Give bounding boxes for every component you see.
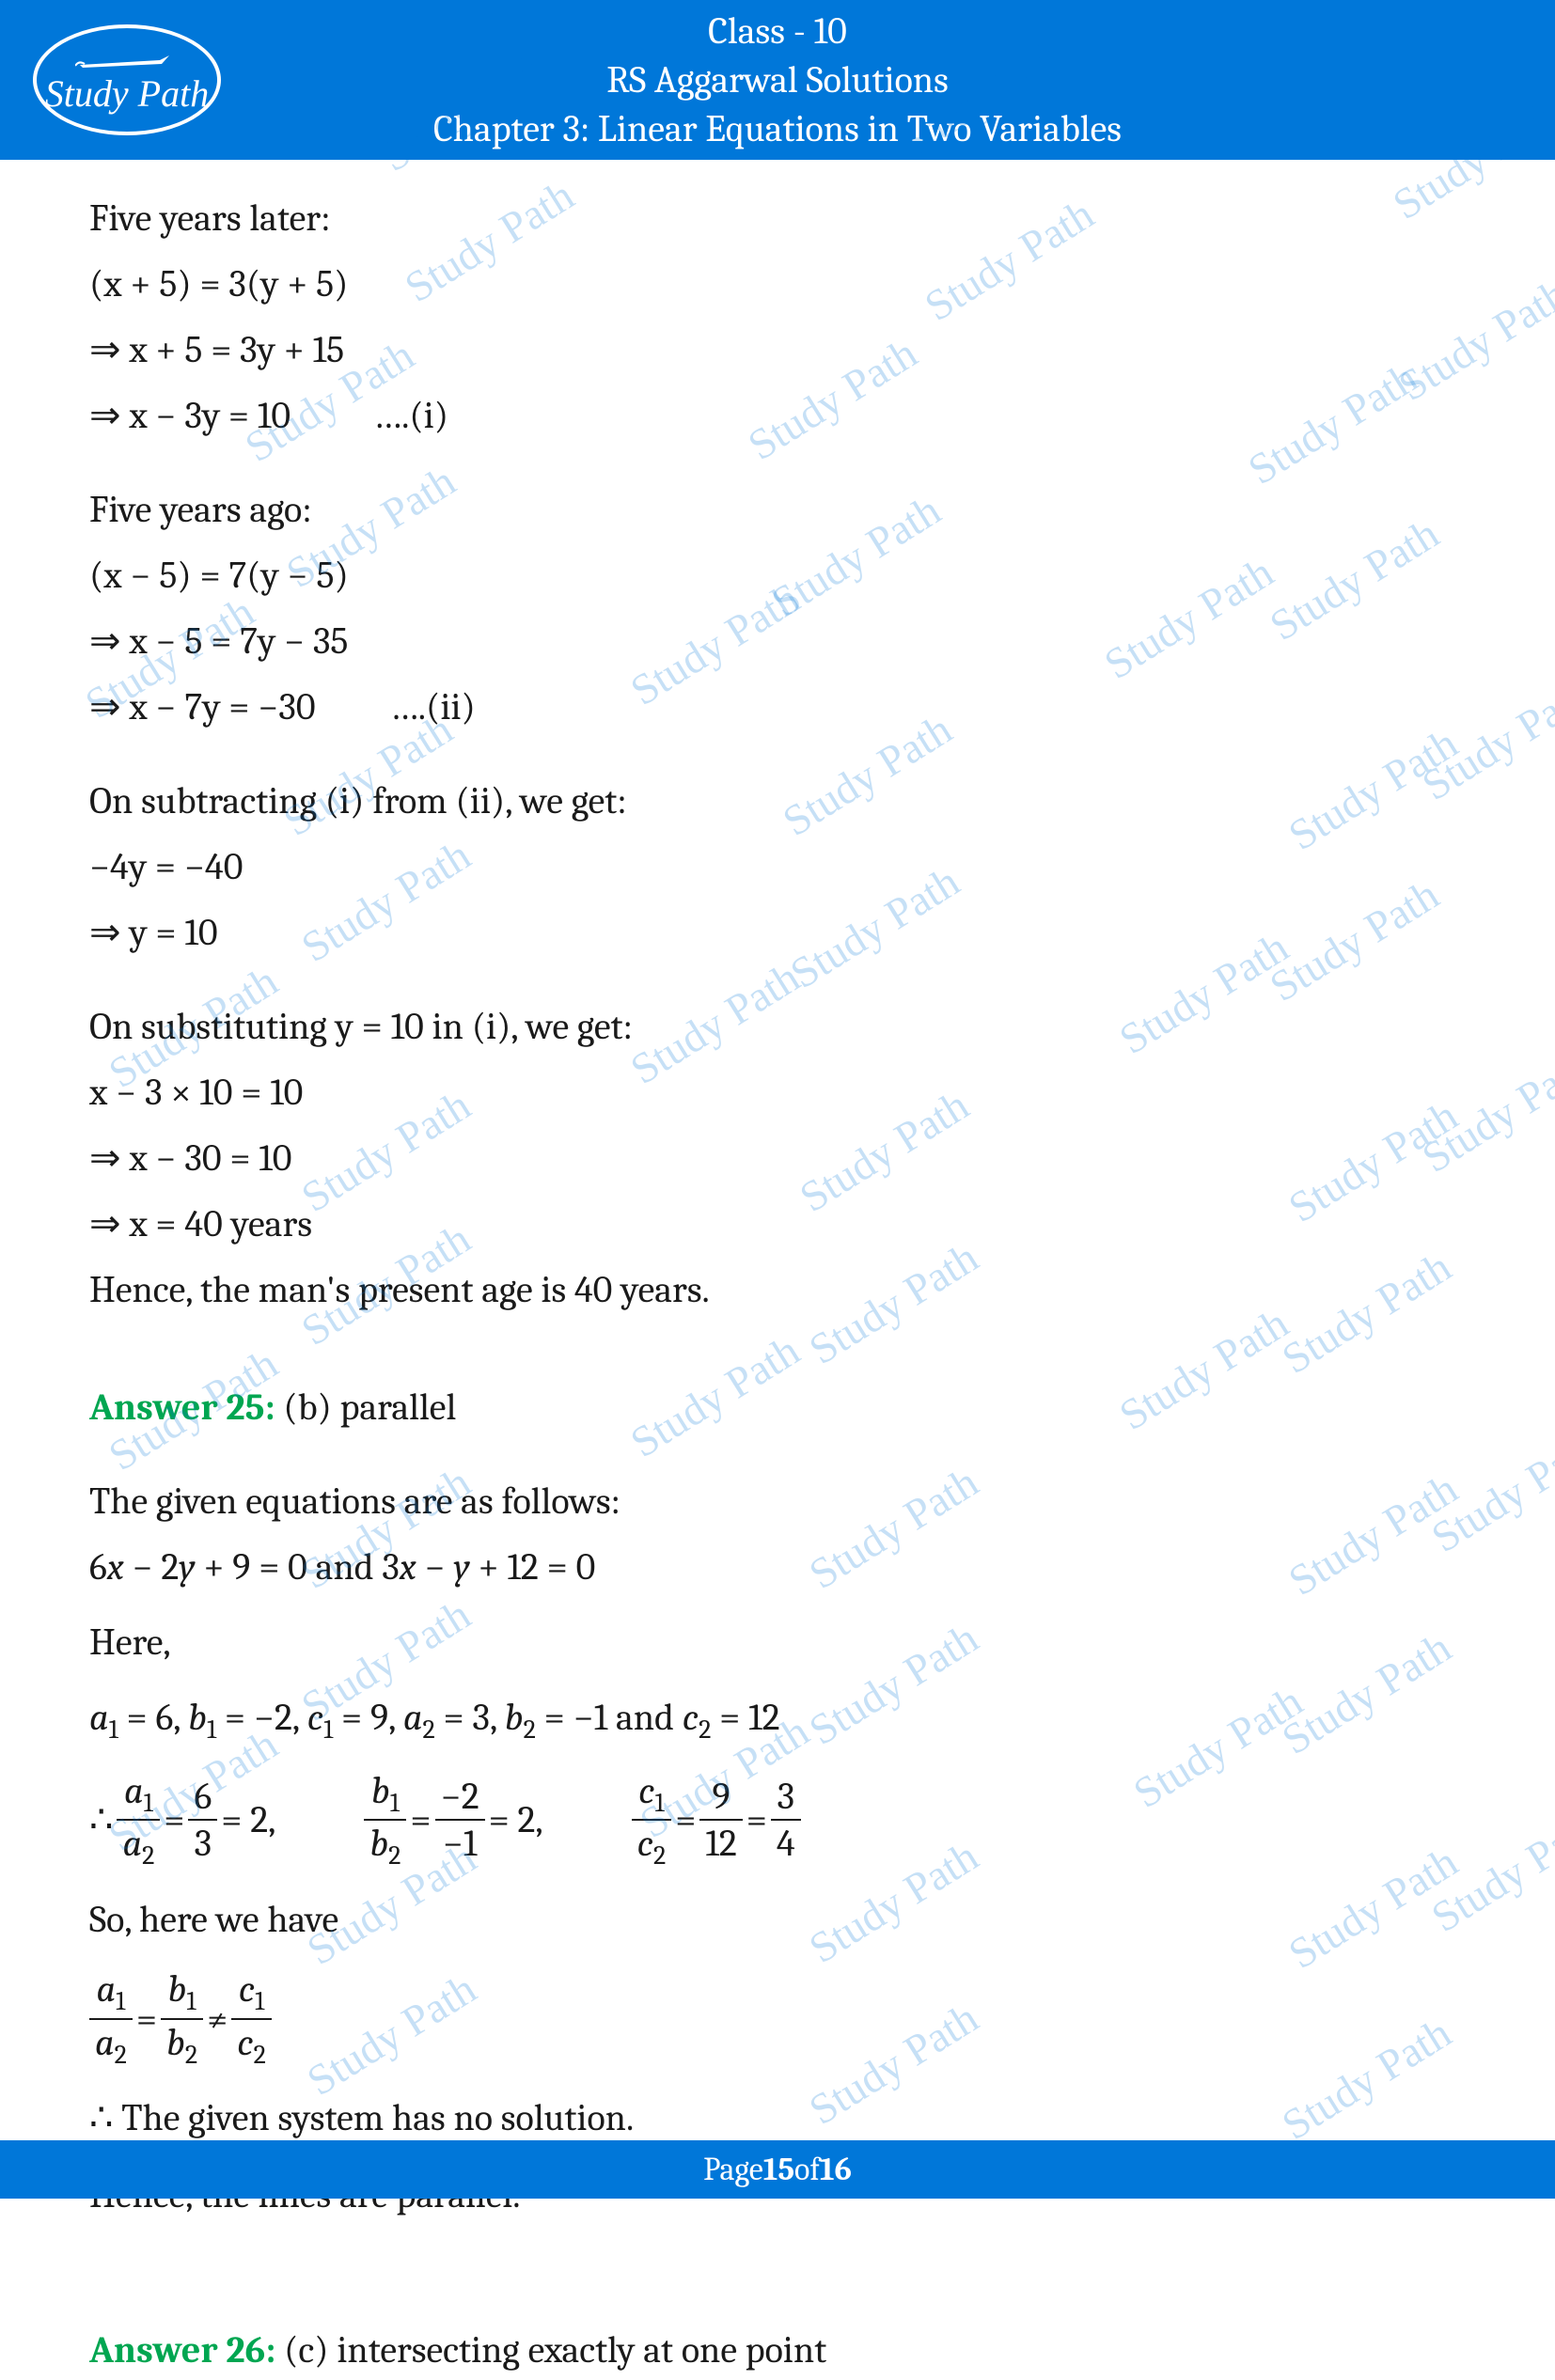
footer-middle: of bbox=[794, 2151, 820, 2188]
text-line: (x − 5) = 7(y − 5) bbox=[89, 545, 1466, 605]
ratio-compare: a1a2 = b1b2 ≠ c1c2 bbox=[86, 1966, 1466, 2071]
answer-label: Answer 26: bbox=[89, 2328, 275, 2372]
logo: Study Path bbox=[28, 21, 226, 138]
page-header: Study Path Class - 10 RS Aggarwal Soluti… bbox=[0, 0, 1555, 160]
text-line: Five years ago: bbox=[89, 479, 1466, 540]
text-line: ⇒ x − 5 = 7y − 35 bbox=[89, 611, 1466, 671]
footer-prefix: Page bbox=[703, 2151, 763, 2188]
pen-icon bbox=[75, 51, 179, 70]
text-line: Hence, the man's present age is 40 years… bbox=[89, 1260, 1466, 1320]
ratio-a: ∴ a1a2 = 63 = 2, bbox=[89, 1768, 275, 1872]
text-line: On substituting y = 10 in (i), we get: bbox=[89, 996, 1466, 1057]
header-book: RS Aggarwal Solutions bbox=[0, 55, 1555, 104]
text-line: x − 3 × 10 = 10 bbox=[89, 1062, 1466, 1122]
answer-text: (c) intersecting exactly at one point bbox=[275, 2328, 826, 2372]
ratio-row: ∴ a1a2 = 63 = 2, b1b2 = −2−1 = 2, c1c2 =… bbox=[89, 1768, 1466, 1872]
text-line: ⇒ x − 30 = 10 bbox=[89, 1128, 1466, 1188]
equation-line: 6x − 2y + 9 = 0 and 3x − y + 12 = 0 bbox=[89, 1537, 1466, 1597]
header-titles: Class - 10 RS Aggarwal Solutions Chapter… bbox=[0, 7, 1555, 153]
text-line: The given equations are as follows: bbox=[89, 1471, 1466, 1531]
text-line: −4y = −40 bbox=[89, 837, 1466, 897]
logo-oval: Study Path bbox=[33, 24, 221, 135]
logo-text: Study Path bbox=[45, 71, 209, 116]
header-class: Class - 10 bbox=[0, 7, 1555, 55]
answer-text: (b) parallel bbox=[275, 1386, 457, 1429]
text-line: So, here we have bbox=[89, 1889, 1466, 1949]
text-line: ∴ The given system has no solution. bbox=[89, 2088, 1466, 2148]
header-chapter: Chapter 3: Linear Equations in Two Varia… bbox=[0, 104, 1555, 153]
text-line: Five years later: bbox=[89, 188, 1466, 248]
text-line: ⇒ y = 10 bbox=[89, 902, 1466, 963]
text-line: ⇒ x − 3y = 10 ….(i) bbox=[89, 385, 1466, 446]
text-line: On subtracting (i) from (ii), we get: bbox=[89, 771, 1466, 831]
text-line: ⇒ x − 7y = −30 ….(ii) bbox=[89, 677, 1466, 737]
ratio-b: b1b2 = −2−1 = 2, bbox=[360, 1768, 542, 1872]
page-footer: Page 15 of 16 bbox=[0, 2140, 1555, 2199]
page-content: Five years later: (x + 5) = 3(y + 5) ⇒ x… bbox=[0, 160, 1555, 2380]
footer-current: 15 bbox=[763, 2151, 794, 2188]
text-line: ⇒ x + 5 = 3y + 15 bbox=[89, 320, 1466, 380]
text-line: Here, bbox=[89, 1612, 1466, 1672]
coefficients-line: a1 = 6, b1 = −2, c1 = 9, a2 = 3, b2 = −1… bbox=[89, 1687, 1466, 1751]
ratio-c: c1c2 = 912 = 34 bbox=[628, 1768, 805, 1872]
answer-25: Answer 25: (b) parallel bbox=[89, 1377, 1466, 1437]
text-line: (x + 5) = 3(y + 5) bbox=[89, 254, 1466, 314]
answer-26: Answer 26: (c) intersecting exactly at o… bbox=[89, 2320, 1466, 2380]
answer-label: Answer 25: bbox=[89, 1386, 275, 1429]
text-line: ⇒ x = 40 years bbox=[89, 1194, 1466, 1254]
footer-total: 16 bbox=[820, 2151, 852, 2188]
